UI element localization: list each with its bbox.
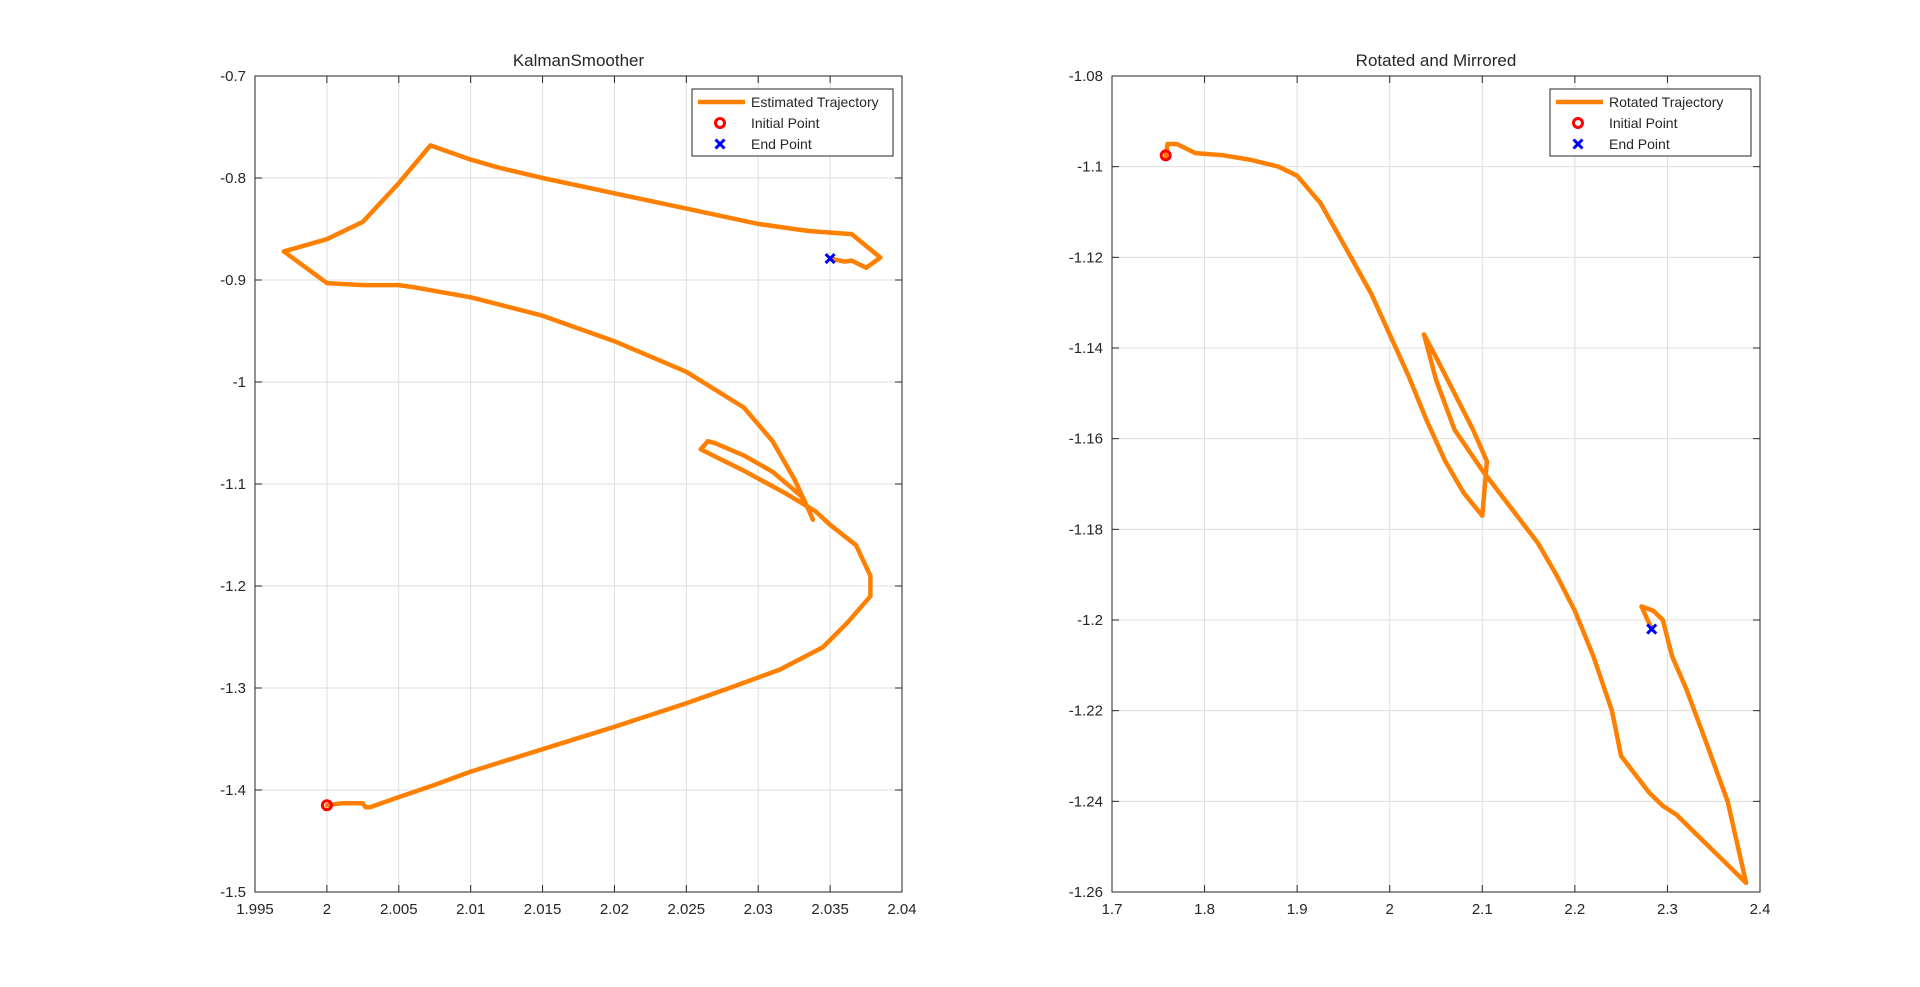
legend: Estimated Trajectory Initial Point End Poi… (691, 88, 894, 157)
x-tick-label: 1.8 (1194, 901, 1215, 918)
y-tick-label: -1.08 (1069, 68, 1103, 85)
end-point-marker (1646, 623, 1658, 635)
x-tick-label: 1.7 (1102, 901, 1123, 918)
y-tick-label: -1.1 (220, 476, 246, 493)
x-tick-label: 2.035 (811, 901, 849, 918)
plot-area (1112, 76, 1760, 892)
x-tick-label: 2.2 (1564, 901, 1585, 918)
y-tick-label: -0.9 (220, 272, 246, 289)
x-tick-label: 1.995 (236, 901, 274, 918)
legend-swatch-initial (714, 117, 726, 129)
legend: Rotated Trajectory Initial Point End Point (1549, 88, 1752, 157)
initial-point-marker (320, 799, 333, 812)
legend-swatch-initial (1572, 117, 1584, 129)
x-tick-label: 1.9 (1287, 901, 1308, 918)
y-tick-label: -0.8 (220, 170, 246, 187)
legend-label: Estimated Trajectory (751, 94, 879, 110)
y-tick-label: -1.18 (1069, 521, 1103, 538)
x-tick-label: 2 (323, 901, 331, 918)
y-tick-label: -1.22 (1069, 703, 1103, 720)
end-point-marker (824, 253, 836, 265)
y-tick-label: -1.14 (1069, 340, 1103, 357)
series-line-trajectory (281, 143, 883, 810)
legend-label: Initial Point (751, 115, 820, 131)
y-tick-label: -1.3 (220, 680, 246, 697)
x-tick-label: 2.01 (456, 901, 485, 918)
x-tick-label: 2.005 (380, 901, 418, 918)
x-tick-label: 2.02 (600, 901, 629, 918)
y-tick-label: -1.2 (1077, 612, 1103, 629)
chart-title: KalmanSmoother (513, 51, 645, 70)
legend-swatch-end (714, 138, 726, 150)
chart-title: Rotated and Mirrored (1356, 51, 1517, 70)
axes-kalman-smoother: 1.995 2 2.005 2.01 2.015 2.02 2.025 2.03 2.035 2.… (220, 51, 916, 918)
initial-point-marker (1159, 149, 1172, 162)
x-tick-label: 2.04 (887, 901, 916, 918)
y-tick-label: -1.24 (1069, 793, 1103, 810)
x-tick-label: 2.03 (744, 901, 773, 918)
legend-label: Rotated Trajectory (1609, 94, 1723, 110)
legend-label: Initial Point (1609, 115, 1678, 131)
x-tick-label: 2 (1386, 901, 1394, 918)
y-tick-label: -1.4 (220, 782, 246, 799)
y-tick-label: -0.7 (220, 68, 246, 85)
y-tick-label: -1.5 (220, 884, 246, 901)
legend-swatch-end (1572, 138, 1584, 150)
y-tick-label: -1 (233, 374, 246, 391)
x-tick-label: 2.025 (668, 901, 706, 918)
x-tick-label: 2.015 (524, 901, 562, 918)
y-tick-label: -1.26 (1069, 884, 1103, 901)
series-line-trajectory (1163, 141, 1749, 886)
y-tick-label: -1.1 (1077, 159, 1103, 176)
legend-label: End Point (1609, 136, 1670, 152)
axes-frame (1111, 75, 1761, 893)
y-tick-label: -1.12 (1069, 249, 1103, 266)
legend-label: End Point (751, 136, 812, 152)
y-tick-label: -1.2 (220, 578, 246, 595)
x-tick-label: 2.3 (1657, 901, 1678, 918)
x-tick-label: 2.1 (1472, 901, 1493, 918)
y-tick-label: -1.16 (1069, 431, 1103, 448)
axes-rotated-and-mirrored: 1.7 1.8 1.9 2 2.1 2.2 2.3 2.4 -1.26 -1.24 -1.22 -1.… (1069, 51, 1771, 918)
x-tick-label: 2.4 (1750, 901, 1771, 918)
